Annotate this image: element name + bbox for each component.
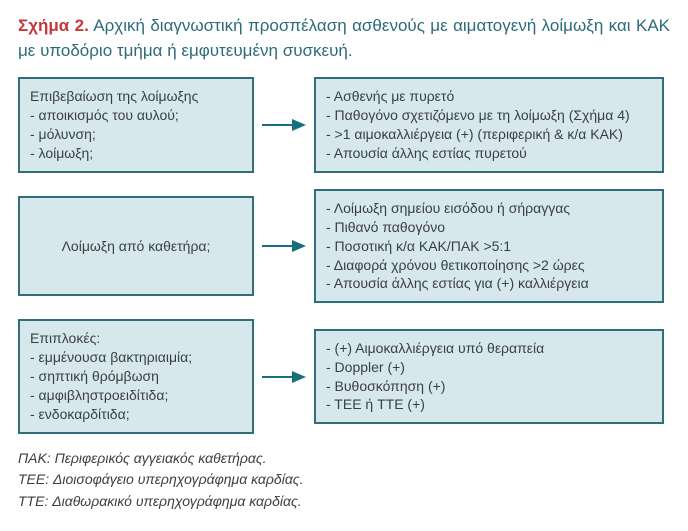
text-line: - αποικισμός του αυλού; [30,106,242,125]
text-line: - >1 αιμοκαλλιέργεια (+) (περιφερική & κ… [326,125,652,144]
text-line: - (+) Αιμοκαλλιέργεια υπό θεραπεία [326,339,652,358]
arrow-icon [262,237,306,255]
row2-left-box: Λοίμωξη από καθετήρα; [18,196,254,296]
figure-legend: ΠΑΚ: Περιφερικός αγγειακός καθετήρας. TE… [18,448,670,513]
text-line: - Βυθοσκόπηση (+) [326,377,652,396]
arrow-icon [262,116,306,134]
text-line: - λοίμωξη; [30,144,242,163]
arrow-icon [262,368,306,386]
text-line: - Απουσία άλλης εστίας για (+) καλλιέργε… [326,274,652,293]
text-line: - σηπτική θρόμβωση [30,367,242,386]
text-line: - Απουσία άλλης εστίας πυρετού [326,144,652,163]
row3-left-box: Επιπλοκές: - εμμένουσα βακτηριαιμία; - σ… [18,319,254,433]
arrow-1 [262,116,306,134]
figure-title: Σχήμα 2. Αρχική διαγνωστική προσπέλαση α… [18,14,670,63]
row2-right-box: - Λοίμωξη σημείου εισόδου ή σήραγγας - Π… [314,189,664,303]
row1-left-box: Επιβεβαίωση της λοίμωξης - αποικισμός το… [18,77,254,173]
flow-row-1: Επιβεβαίωση της λοίμωξης - αποικισμός το… [18,77,670,173]
legend-line: TTE: Διαθωρακικό υπερηχογράφημα καρδίας. [18,491,670,513]
flow-row-3: Επιπλοκές: - εμμένουσα βακτηριαιμία; - σ… [18,319,670,433]
text-line: - Παθογόνο σχετιζόμενο με τη λοίμωξη (Σχ… [326,106,652,125]
text-line: - Doppler (+) [326,358,652,377]
text-line: - Διαφορά χρόνου θετικοποίησης >2 ώρες [326,256,652,275]
text-line: - αμφιβληστροειδίτιδα; [30,386,242,405]
text-line: Λοίμωξη από καθετήρα; [62,237,211,256]
arrow-2 [262,237,306,255]
text-line: - Ποσοτική κ/α ΚΑΚ/ΠΑΚ >5:1 [326,237,652,256]
text-line: Επιπλοκές: [30,329,242,348]
legend-line: ΠΑΚ: Περιφερικός αγγειακός καθετήρας. [18,448,670,470]
text-line: - εμμένουσα βακτηριαιμία; [30,348,242,367]
row1-right-box: - Ασθενής με πυρετό - Παθογόνο σχετιζόμε… [314,77,664,173]
text-line: - ενδοκαρδίτιδα; [30,405,242,424]
text-line: - Ασθενής με πυρετό [326,87,652,106]
text-line: Επιβεβαίωση της λοίμωξης [30,87,242,106]
legend-line: TEE: Διοισοφάγειο υπερηχογράφημα καρδίας… [18,469,670,491]
row3-right-box: - (+) Αιμοκαλλιέργεια υπό θεραπεία - Dop… [314,329,664,425]
text-line: - TEE ή TTE (+) [326,395,652,414]
flow-row-2: Λοίμωξη από καθετήρα; - Λοίμωξη σημείου … [18,189,670,303]
text-line: - Πιθανό παθογόνο [326,218,652,237]
flow-rows: Επιβεβαίωση της λοίμωξης - αποικισμός το… [18,77,670,433]
text-line: - Λοίμωξη σημείου εισόδου ή σήραγγας [326,199,652,218]
figure-caption: Αρχική διαγνωστική προσπέλαση ασθενούς μ… [18,16,670,60]
text-line: - μόλυνση; [30,125,242,144]
figure-number: Σχήμα 2. [18,16,89,35]
figure-container: Σχήμα 2. Αρχική διαγνωστική προσπέλαση α… [0,0,688,523]
arrow-3 [262,368,306,386]
